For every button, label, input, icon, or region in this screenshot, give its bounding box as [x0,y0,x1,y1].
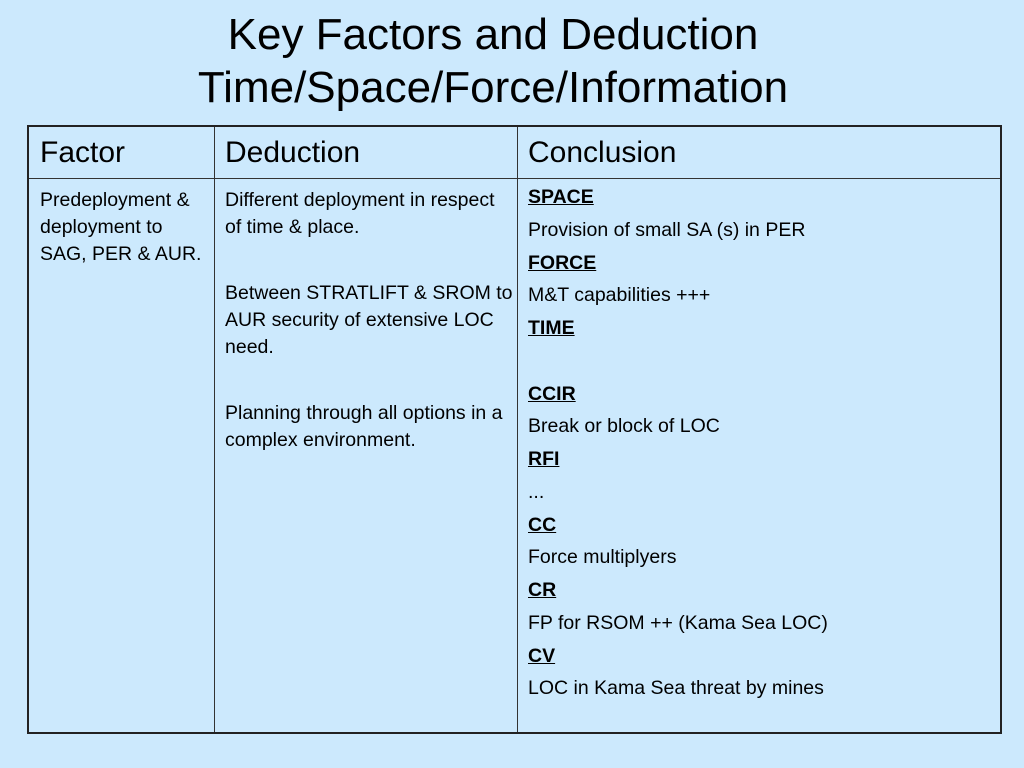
title-line-2: Time/Space/Force/Information [197,63,789,112]
conclusion-heading: CR [528,579,557,601]
factors-table: Factor Deduction Conclusion Predeploymen… [27,125,1002,734]
conclusion-text: FP for RSOM ++ (Kama Sea LOC) [528,611,828,634]
conclusion-text: Force multiplyers [528,546,677,569]
deduction-cell: Different deployment in respect of time … [225,187,515,493]
conclusion-heading: SPACE [528,186,594,208]
header-deduction: Deduction [225,136,361,169]
header-factor: Factor [40,136,126,169]
conclusion-text: LOC in Kama Sea threat by mines [528,677,824,700]
factor-cell: Predeployment & deployment to SAG, PER &… [40,189,202,265]
conclusion-heading: FORCE [528,251,597,274]
conclusion-text: Provision of small SA (s) in PER [528,218,806,241]
conclusion-heading: CCIR [528,382,576,405]
conclusion-heading: RFI [528,448,560,470]
header-conclusion: Conclusion [528,136,677,169]
conclusion-text: M&T capabilities +++ [528,284,711,307]
title-line-1: Key Factors and Deduction [227,10,759,59]
conclusion-heading: CC [528,513,557,536]
slide-title: Key Factors and Deduction Time/Space/For… [0,8,986,114]
conclusion-text: Break or block of LOC [528,415,720,438]
deduction-item: Between STRATLIFT & SROM to AUR security… [225,282,513,358]
deduction-item: Planning through all options in a comple… [225,402,503,451]
conclusion-text: ... [528,480,545,503]
column-divider [214,127,215,732]
conclusion-cell: SPACE Provision of small SA (s) in PER F… [528,184,988,708]
deduction-item: Different deployment in respect of time … [225,189,495,238]
header-divider [29,178,1000,179]
column-divider [517,127,518,732]
conclusion-heading: CV [528,644,556,667]
conclusion-text [528,348,988,381]
conclusion-heading: TIME [528,317,575,339]
